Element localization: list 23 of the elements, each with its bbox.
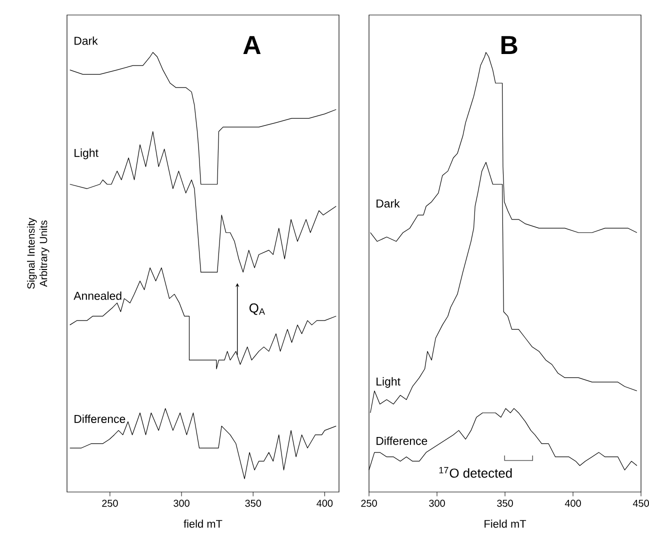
- y-axis-title: Signal Intensity Arbitrary Units: [27, 218, 50, 289]
- x-tick-label: 300: [429, 500, 445, 507]
- annotation: $^{17}$O detected: [439, 467, 512, 478]
- annotation: Q$_{A}$: [249, 303, 265, 315]
- series-label: Difference: [74, 414, 126, 423]
- annotation: A: [243, 36, 261, 54]
- x-tick-label: 400: [316, 500, 333, 507]
- x-tick-label: 350: [245, 500, 262, 507]
- x-tick-label: 250: [102, 500, 118, 507]
- x-tick-label: 350: [497, 500, 513, 507]
- x-tick-label: 250: [361, 500, 377, 507]
- x-tick-label: 400: [564, 500, 581, 507]
- series-label: Annealed: [74, 291, 122, 300]
- series-label: Dark: [376, 199, 400, 208]
- x-tick-label: 300: [174, 500, 190, 507]
- series-label: Difference: [376, 436, 428, 445]
- series-label: Light: [376, 377, 400, 388]
- x-axis-title: field mT: [184, 520, 222, 528]
- series-label: Light: [74, 148, 98, 160]
- x-tick-label: 450: [632, 500, 649, 507]
- text: Dark: [74, 36, 98, 45]
- x-axis-title: Field mT: [484, 520, 526, 528]
- annotation: B: [501, 36, 518, 54]
